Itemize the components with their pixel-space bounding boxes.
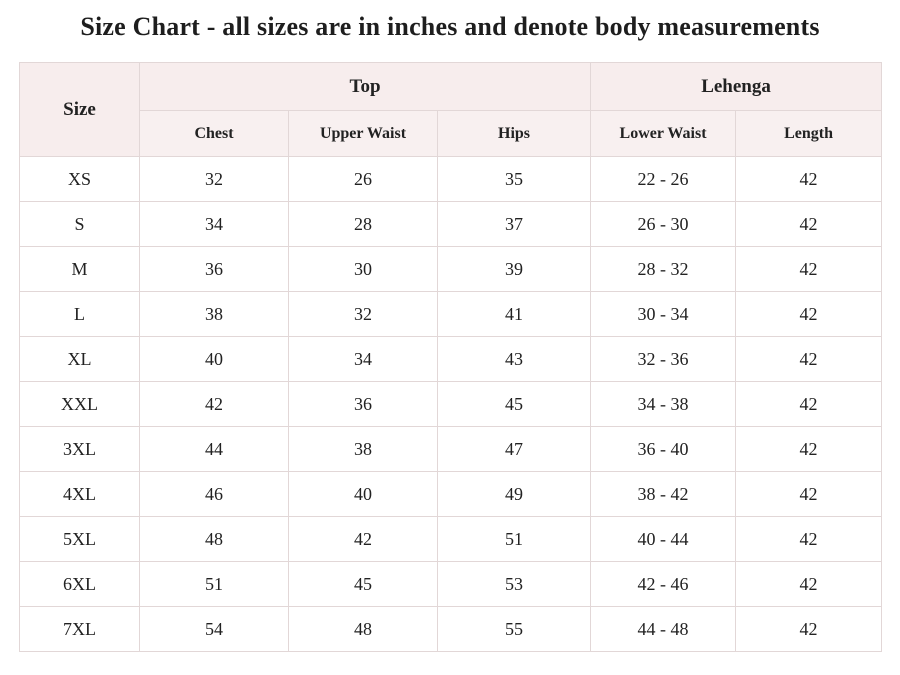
upper-waist-cell: 48 <box>288 606 438 652</box>
table-row: S 34 28 37 26 - 30 42 <box>19 201 883 247</box>
upper-waist-cell: 45 <box>288 561 438 607</box>
size-cell: 5XL <box>19 516 140 562</box>
table-row: 3XL 44 38 47 36 - 40 42 <box>19 426 883 472</box>
table-row: M 36 30 39 28 - 32 42 <box>19 246 883 292</box>
size-cell: L <box>19 291 140 337</box>
size-cell: XL <box>19 336 140 382</box>
table-row: 5XL 48 42 51 40 - 44 42 <box>19 516 883 562</box>
lower-waist-cell: 30 - 34 <box>590 291 737 337</box>
table-row: XXL 42 36 45 34 - 38 42 <box>19 381 883 427</box>
upper-waist-cell: 28 <box>288 201 438 247</box>
hips-cell: 47 <box>436 426 592 472</box>
lower-waist-cell: 38 - 42 <box>590 471 737 517</box>
lower-waist-cell: 22 - 26 <box>590 156 737 202</box>
chest-cell: 34 <box>139 201 289 247</box>
chest-cell: 42 <box>139 381 289 427</box>
hips-cell: 39 <box>436 246 592 292</box>
size-cell: S <box>19 201 140 247</box>
size-cell: 4XL <box>19 471 140 517</box>
size-column-header: Size <box>19 62 140 157</box>
upper-waist-cell: 26 <box>288 156 438 202</box>
upper-waist-column-header: Upper Waist <box>288 110 438 157</box>
lower-waist-cell: 44 - 48 <box>590 606 737 652</box>
hips-cell: 41 <box>436 291 592 337</box>
length-cell: 42 <box>735 516 883 562</box>
upper-waist-cell: 36 <box>288 381 438 427</box>
table-row: XL 40 34 43 32 - 36 42 <box>19 336 883 382</box>
hips-column-header: Hips <box>436 110 592 157</box>
chest-cell: 44 <box>139 426 289 472</box>
lehenga-group-header: Lehenga <box>590 62 883 111</box>
hips-cell: 43 <box>436 336 592 382</box>
top-group-header: Top <box>138 62 592 111</box>
upper-waist-cell: 40 <box>288 471 438 517</box>
table-row: L 38 32 41 30 - 34 42 <box>19 291 883 337</box>
hips-cell: 35 <box>436 156 592 202</box>
chest-column-header: Chest <box>139 110 289 157</box>
length-cell: 42 <box>735 336 883 382</box>
upper-waist-cell: 38 <box>288 426 438 472</box>
hips-cell: 37 <box>436 201 592 247</box>
lower-waist-cell: 42 - 46 <box>590 561 737 607</box>
length-cell: 42 <box>735 471 883 517</box>
hips-cell: 45 <box>436 381 592 427</box>
lower-waist-column-header: Lower Waist <box>590 110 737 157</box>
table-row: 6XL 51 45 53 42 - 46 42 <box>19 561 883 607</box>
length-cell: 42 <box>735 561 883 607</box>
length-cell: 42 <box>735 426 883 472</box>
size-chart-table: Size Top Lehenga Chest Upper Waist Hips … <box>19 62 883 652</box>
chest-cell: 38 <box>139 291 289 337</box>
size-cell: 3XL <box>19 426 140 472</box>
size-cell: 7XL <box>19 606 140 652</box>
length-cell: 42 <box>735 156 883 202</box>
sub-header-row: Chest Upper Waist Hips Lower Waist Lengt… <box>20 110 883 157</box>
length-cell: 42 <box>735 246 883 292</box>
lower-waist-cell: 26 - 30 <box>590 201 737 247</box>
size-cell: XS <box>19 156 140 202</box>
hips-cell: 53 <box>436 561 592 607</box>
chest-cell: 48 <box>139 516 289 562</box>
chest-cell: 46 <box>139 471 289 517</box>
size-cell: M <box>19 246 140 292</box>
size-cell: 6XL <box>19 561 140 607</box>
length-cell: 42 <box>735 201 883 247</box>
lower-waist-cell: 32 - 36 <box>590 336 737 382</box>
table-row: XS 32 26 35 22 - 26 42 <box>19 156 883 202</box>
upper-waist-cell: 42 <box>288 516 438 562</box>
hips-cell: 51 <box>436 516 592 562</box>
length-cell: 42 <box>735 606 883 652</box>
hips-cell: 49 <box>436 471 592 517</box>
lower-waist-cell: 34 - 38 <box>590 381 737 427</box>
size-cell: XXL <box>19 381 140 427</box>
chest-cell: 54 <box>139 606 289 652</box>
table-row: 4XL 46 40 49 38 - 42 42 <box>19 471 883 517</box>
lower-waist-cell: 36 - 40 <box>590 426 737 472</box>
chest-cell: 32 <box>139 156 289 202</box>
lower-waist-cell: 28 - 32 <box>590 246 737 292</box>
upper-waist-cell: 34 <box>288 336 438 382</box>
hips-cell: 55 <box>436 606 592 652</box>
chest-cell: 40 <box>139 336 289 382</box>
size-table-body: XS 32 26 35 22 - 26 42 S 34 28 37 26 - 30 42 M 36 30 39… <box>19 156 883 652</box>
upper-waist-cell: 32 <box>288 291 438 337</box>
chest-cell: 51 <box>139 561 289 607</box>
upper-waist-cell: 30 <box>288 246 438 292</box>
table-row: 7XL 54 48 55 44 - 48 42 <box>19 606 883 652</box>
lower-waist-cell: 40 - 44 <box>590 516 737 562</box>
page-title: Size Chart - all sizes are in inches and… <box>80 12 820 41</box>
length-cell: 42 <box>735 381 883 427</box>
length-cell: 42 <box>735 291 883 337</box>
length-column-header: Length <box>735 110 883 157</box>
group-header-row: Size Top Lehenga <box>19 62 883 157</box>
chest-cell: 36 <box>139 246 289 292</box>
